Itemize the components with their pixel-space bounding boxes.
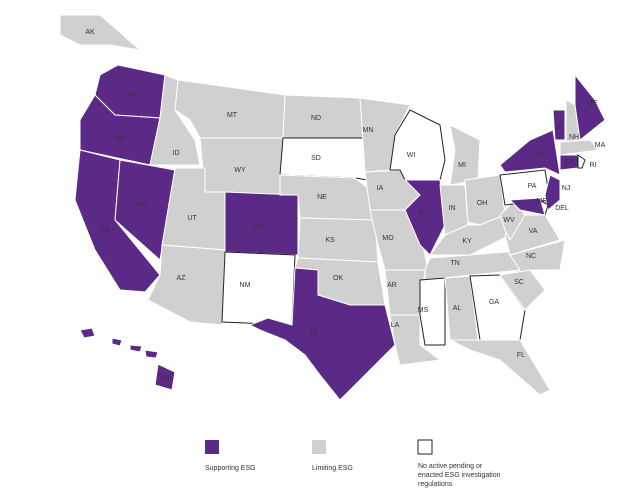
state bbox=[499, 239, 566, 276]
state-label: LA bbox=[391, 322, 400, 329]
state bbox=[282, 94, 366, 139]
state-label: UT bbox=[187, 215, 197, 222]
state-label: NM bbox=[240, 282, 251, 289]
state-label: MS bbox=[418, 307, 429, 314]
state-label: NE bbox=[317, 194, 327, 201]
state-labels: AK WA OR CA NV ID MT WY UT AZ CO NM ND S… bbox=[85, 29, 605, 382]
legend-swatch bbox=[205, 440, 219, 454]
state-label: MO bbox=[382, 235, 394, 242]
state bbox=[279, 137, 369, 181]
state bbox=[449, 124, 481, 186]
state-label: ME bbox=[587, 100, 598, 107]
state bbox=[508, 197, 546, 216]
state bbox=[449, 339, 551, 396]
state-label: RI bbox=[590, 162, 597, 169]
legend-label: Limiting ESG bbox=[312, 465, 353, 472]
state-label: AK bbox=[85, 29, 95, 36]
state-label: IN bbox=[449, 205, 456, 212]
state-label: GA bbox=[489, 299, 499, 306]
state-label: CO bbox=[253, 224, 264, 231]
state-label: CT bbox=[564, 159, 574, 166]
state bbox=[559, 139, 599, 156]
state-label: MI bbox=[458, 162, 466, 169]
states bbox=[59, 14, 606, 401]
state-label: OK bbox=[333, 275, 343, 282]
state-label: VT bbox=[555, 125, 565, 132]
state bbox=[429, 214, 511, 256]
legend-label: Supporting ESG bbox=[205, 465, 256, 472]
state-label: MN bbox=[363, 127, 374, 134]
state bbox=[59, 14, 142, 51]
state-label: IA bbox=[377, 185, 384, 192]
state-label: OH bbox=[477, 200, 488, 207]
state-label: NC bbox=[526, 253, 536, 260]
state bbox=[79, 327, 176, 391]
state-label: KS bbox=[325, 237, 335, 244]
state bbox=[221, 251, 296, 326]
state-label: ND bbox=[311, 115, 321, 122]
state bbox=[552, 109, 566, 141]
state-label: CA bbox=[100, 227, 110, 234]
state-label: TN bbox=[450, 260, 459, 267]
state bbox=[297, 217, 379, 263]
legend-label: No active pending or enacted ESG investi… bbox=[418, 463, 501, 488]
state-label: KY bbox=[462, 238, 472, 245]
state bbox=[574, 73, 606, 141]
state-label: MT bbox=[227, 112, 238, 119]
state-label: NV bbox=[137, 202, 147, 209]
state-label: AL bbox=[453, 305, 462, 312]
state-label: WV bbox=[503, 217, 515, 224]
legend-label-box: No active pending or enacted ESG investi… bbox=[418, 463, 501, 488]
state-label: AZ bbox=[177, 275, 187, 282]
state-label: WY bbox=[234, 167, 246, 174]
state bbox=[248, 267, 396, 401]
state bbox=[174, 79, 286, 139]
legend-swatch bbox=[417, 439, 433, 455]
state bbox=[577, 154, 586, 169]
state-label: HI bbox=[163, 375, 170, 382]
state-label: FL bbox=[517, 352, 525, 359]
state-label: ID bbox=[173, 150, 180, 157]
state-label: WI bbox=[407, 152, 416, 159]
state-label: TX bbox=[309, 329, 318, 336]
state-label: AR bbox=[387, 282, 397, 289]
state bbox=[544, 174, 561, 211]
state-label: SD bbox=[311, 155, 321, 162]
state bbox=[114, 159, 176, 261]
state-label: WA bbox=[126, 92, 137, 99]
state-label: NY bbox=[535, 152, 545, 159]
state-label: VA bbox=[529, 228, 538, 235]
state-label: MA bbox=[595, 142, 606, 149]
state bbox=[499, 129, 561, 176]
state-label: NH bbox=[569, 134, 579, 141]
state-label: NJ bbox=[562, 185, 571, 192]
state-label: MD bbox=[537, 198, 548, 205]
legend: Supporting ESG Limiting ESG No active pe… bbox=[205, 439, 501, 488]
legend-swatch bbox=[312, 440, 326, 454]
state-label: SC bbox=[514, 279, 524, 286]
state-label: IL bbox=[419, 209, 425, 216]
state-label: OR bbox=[115, 135, 126, 142]
state-label: DEL bbox=[555, 205, 569, 212]
state bbox=[419, 277, 446, 346]
state-label: PA bbox=[528, 183, 537, 190]
